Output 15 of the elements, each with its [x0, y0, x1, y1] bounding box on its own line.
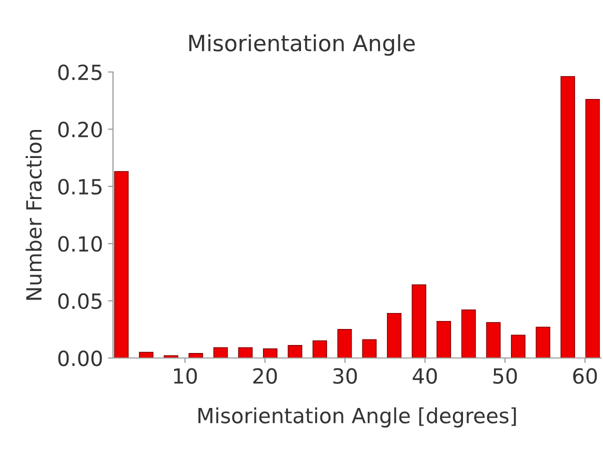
x-tick-label: 20 — [253, 368, 277, 384]
y-tick-label: 0.20 — [58, 122, 102, 138]
x-axis-title: Misorientation Angle [degrees] — [198, 407, 516, 428]
x-tick-label: 60 — [573, 368, 597, 384]
x-tick-label: 40 — [412, 368, 437, 384]
y-axis-title: Number Fraction — [26, 130, 42, 300]
x-tick-label: 50 — [493, 368, 517, 384]
x-tick-label: 10 — [174, 368, 197, 384]
y-tick-label: 0.15 — [58, 178, 102, 195]
chart-title: Misorientation Angle — [189, 34, 415, 56]
x-tick-label: 30 — [333, 368, 357, 384]
y-tick-label: 0.00 — [58, 350, 102, 366]
y-tick-label: 0.05 — [58, 293, 102, 310]
y-tick-label: 0.10 — [58, 236, 102, 252]
y-tick-label: 0.25 — [58, 64, 102, 80]
